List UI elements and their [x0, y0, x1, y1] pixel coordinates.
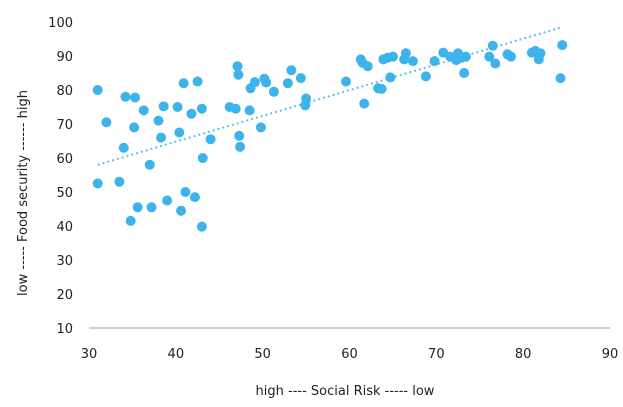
y-tick-label: 50 — [56, 186, 73, 201]
data-point — [460, 51, 471, 62]
data-point — [295, 73, 306, 84]
trendline — [97, 26, 563, 166]
y-axis-title: low ----- Food security ------ high — [16, 90, 31, 296]
data-point — [146, 202, 157, 213]
data-point — [118, 142, 129, 153]
data-point — [261, 77, 272, 88]
data-point — [230, 103, 241, 114]
data-point — [192, 76, 203, 87]
data-point — [172, 102, 183, 112]
data-point — [376, 83, 387, 94]
data-point — [255, 122, 266, 133]
data-point — [506, 51, 517, 62]
data-point — [420, 71, 431, 82]
data-point — [101, 117, 112, 128]
data-point — [535, 48, 546, 59]
y-tick-label: 60 — [56, 152, 73, 167]
data-point — [162, 195, 173, 206]
data-point — [180, 187, 191, 197]
data-point — [234, 130, 245, 141]
data-point — [176, 205, 187, 216]
y-tick-label: 30 — [56, 254, 73, 269]
data-point — [555, 73, 566, 84]
data-point — [130, 92, 141, 103]
data-point — [132, 202, 143, 213]
data-point — [153, 115, 164, 126]
data-point — [196, 103, 207, 114]
data-point — [429, 56, 440, 67]
data-point — [459, 68, 470, 78]
data-point — [114, 176, 125, 187]
data-point — [174, 127, 185, 138]
data-point — [341, 76, 352, 87]
data-point — [232, 61, 243, 72]
data-point — [268, 86, 279, 97]
data-point — [186, 108, 197, 119]
data-point — [178, 78, 189, 89]
data-points — [92, 40, 568, 232]
y-tick-label: 20 — [56, 288, 73, 303]
data-point — [557, 40, 568, 51]
data-point — [387, 51, 398, 62]
data-point — [158, 101, 169, 112]
data-point — [362, 61, 373, 72]
data-point — [196, 221, 207, 232]
data-point — [129, 122, 140, 133]
data-point — [244, 105, 255, 116]
y-tick-label: 40 — [56, 220, 73, 235]
data-point — [125, 215, 136, 226]
data-point — [156, 132, 167, 143]
x-tick-label: 60 — [341, 347, 358, 362]
data-point — [197, 153, 208, 163]
data-point — [487, 40, 498, 51]
y-tick-labels: 10 20 30 40 50 60 70 80 90 100 — [48, 16, 73, 337]
x-tick-labels: 30 40 50 60 70 80 90 — [81, 347, 619, 362]
x-tick-label: 80 — [515, 347, 532, 362]
data-point — [301, 93, 312, 104]
data-point — [249, 77, 260, 88]
data-point — [92, 85, 103, 95]
data-point — [235, 141, 246, 152]
data-point — [490, 58, 501, 69]
data-point — [138, 105, 149, 116]
x-tick-label: 30 — [81, 347, 98, 362]
x-tick-label: 90 — [602, 347, 619, 362]
data-point — [120, 91, 131, 102]
y-tick-label: 80 — [56, 84, 73, 99]
x-axis-title: high ---- Social Risk ----- low — [256, 384, 435, 399]
data-point — [144, 159, 155, 170]
y-tick-label: 100 — [48, 16, 73, 31]
y-tick-label: 90 — [56, 50, 73, 65]
x-tick-label: 40 — [168, 347, 185, 362]
data-point — [359, 98, 370, 109]
x-tick-label: 70 — [428, 347, 445, 362]
data-point — [92, 178, 103, 189]
data-point — [484, 51, 495, 62]
data-point — [233, 69, 244, 80]
data-point — [286, 65, 297, 76]
data-point — [407, 56, 418, 67]
data-point — [205, 134, 216, 145]
data-point — [282, 78, 293, 89]
y-tick-label: 70 — [56, 118, 73, 133]
data-point — [400, 48, 411, 59]
data-point — [385, 72, 396, 83]
data-point — [189, 192, 200, 203]
y-tick-label: 10 — [56, 322, 73, 337]
x-tick-label: 50 — [254, 347, 271, 362]
